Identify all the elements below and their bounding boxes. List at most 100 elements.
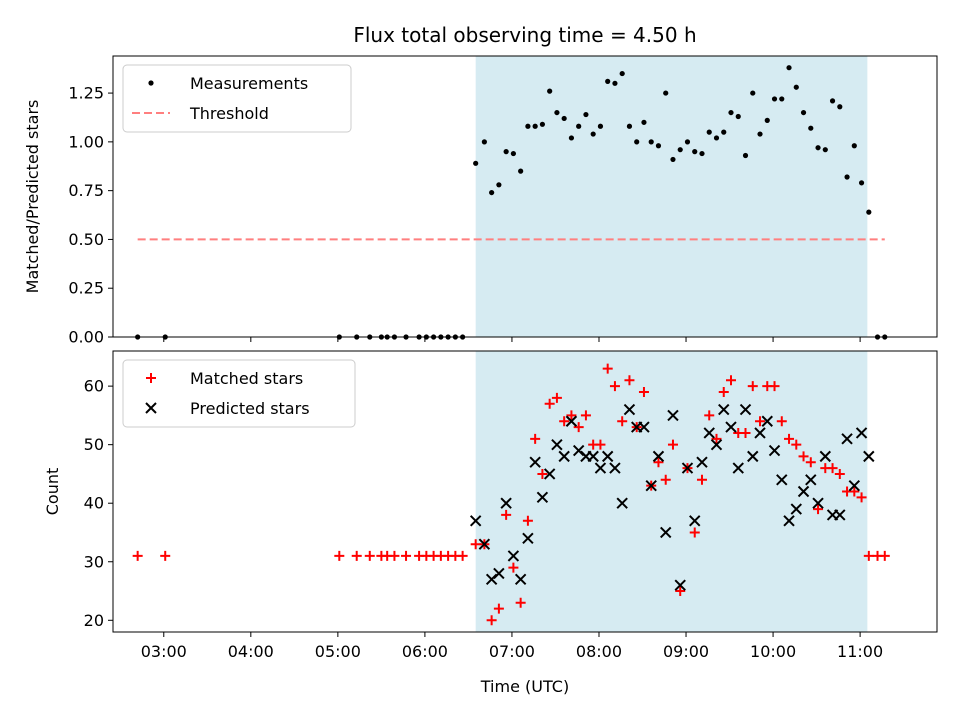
data-point (561, 115, 567, 122)
data-point (791, 439, 802, 450)
y-axis-label: Matched/Predicted stars (23, 100, 42, 294)
data-point (696, 474, 707, 485)
data-point (554, 109, 560, 116)
data-point (532, 123, 538, 129)
data-point (739, 403, 752, 416)
data-point (808, 125, 814, 131)
data-point (500, 497, 512, 509)
data-point (793, 84, 799, 90)
data-point (761, 415, 773, 427)
data-point (849, 486, 860, 497)
data-point (663, 90, 669, 96)
data-point (841, 433, 853, 445)
data-point (800, 109, 807, 116)
data-point (160, 550, 171, 561)
data-point (660, 474, 671, 485)
observing-span (475, 56, 868, 337)
data-point (699, 150, 705, 157)
data-point (728, 109, 734, 116)
data-point (689, 527, 700, 538)
y-tick-label: 0.75 (68, 181, 104, 200)
data-point (805, 474, 817, 486)
y-tick-label: 60 (84, 377, 104, 396)
data-point (855, 427, 868, 439)
y-tick-label: 40 (84, 494, 104, 513)
data-point (779, 96, 785, 102)
x-tick-label: 06:00 (402, 642, 448, 661)
data-point (689, 515, 701, 527)
legend-marker (148, 80, 154, 86)
data-point (740, 427, 751, 438)
data-point (559, 416, 570, 427)
x-tick-label: 05:00 (315, 642, 361, 661)
data-point (815, 145, 821, 151)
data-point (674, 579, 686, 591)
data-point (609, 381, 620, 392)
legend-marker (145, 402, 157, 414)
data-point (805, 457, 816, 468)
data-point (681, 462, 694, 474)
ratio-panel: 0.00 0.25 0.50 0.75 1.00 1.25 Matched/Predicte… (23, 55, 938, 347)
data-point (819, 450, 832, 463)
data-point (558, 450, 570, 463)
data-point (457, 550, 468, 561)
data-point (757, 131, 763, 137)
data-point (863, 550, 874, 561)
data-point (776, 474, 788, 486)
data-point (692, 149, 698, 155)
data-point (834, 509, 846, 521)
data-point (856, 492, 867, 503)
count-panel: 20 30 40 50 60 03:00 04:00 05:00 06:00 07:00 08:00… (43, 350, 938, 696)
legend-label: Threshold (189, 104, 269, 123)
x-tick-label: 08:00 (576, 642, 622, 661)
data-point (711, 433, 722, 444)
data-point (595, 439, 606, 450)
data-point (507, 550, 520, 562)
data-point (616, 497, 628, 509)
data-point (576, 123, 582, 129)
x-tick-label: 03:00 (141, 642, 187, 661)
data-point (784, 433, 795, 444)
data-point (518, 168, 524, 174)
data-point (132, 550, 143, 561)
data-point (710, 438, 723, 451)
data-point (726, 375, 736, 386)
data-point (481, 139, 487, 145)
data-point (619, 70, 625, 77)
observing-span (475, 351, 868, 632)
data-point (573, 422, 584, 433)
data-point (522, 532, 534, 545)
data-point (597, 123, 604, 129)
data-point (612, 80, 618, 86)
data-point (848, 479, 861, 492)
data-point (844, 174, 850, 180)
data-point (470, 539, 481, 550)
data-point (790, 503, 802, 515)
data-point (609, 462, 621, 474)
data-point (522, 515, 533, 526)
data-point (837, 104, 843, 110)
y-tick-label: 0.50 (68, 230, 104, 249)
data-point (684, 139, 691, 145)
data-point (786, 65, 792, 71)
data-point (769, 381, 780, 392)
data-point (813, 504, 824, 515)
data-point (879, 550, 890, 561)
data-point (812, 497, 824, 509)
data-point (725, 421, 737, 433)
data-point (638, 421, 650, 433)
x-tick-label: 04:00 (228, 642, 274, 661)
data-point (486, 615, 497, 626)
data-point (543, 468, 556, 480)
data-point (537, 468, 548, 479)
data-point (670, 156, 676, 163)
data-point (771, 96, 778, 102)
data-point (351, 550, 362, 561)
data-point (660, 526, 672, 539)
data-point (514, 573, 527, 586)
data-point (536, 491, 549, 504)
data-point (863, 450, 875, 463)
series-measurements (135, 65, 888, 340)
data-point (525, 123, 531, 129)
data-point (617, 416, 628, 427)
